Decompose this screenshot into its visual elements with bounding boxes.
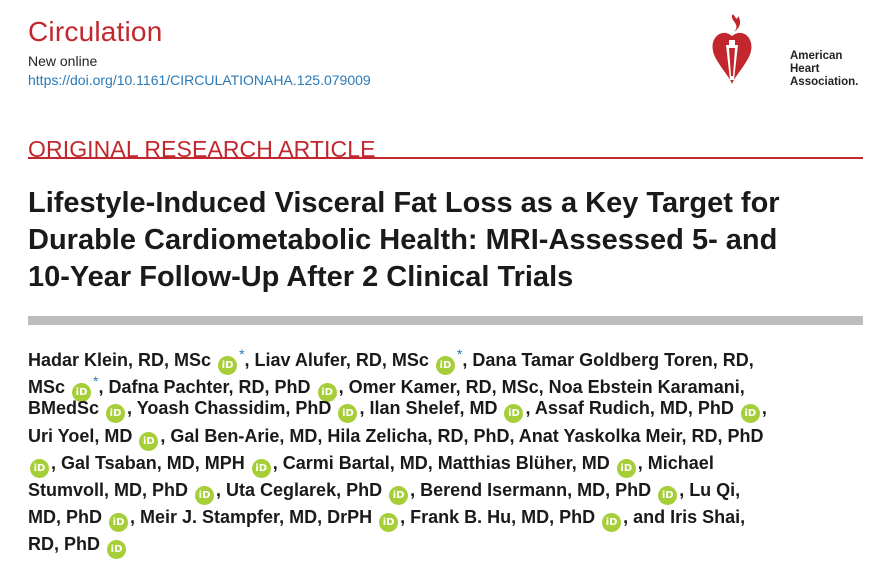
author-name[interactable]: , Michael [637, 452, 714, 473]
author-name[interactable]: , Assaf Rudich, MD, PhD [525, 398, 734, 419]
title-line: Durable Cardiometabolic Health: MRI-Asse… [28, 224, 778, 256]
author-line: Hadar Klein, RD, MSc iD*, Liav Alufer, R… [28, 341, 863, 375]
orcid-icon[interactable]: iD [317, 383, 337, 403]
orcid-icon[interactable]: iD [602, 513, 622, 533]
orcid-icon[interactable]: iD [109, 513, 129, 533]
orcid-icon[interactable]: iD [658, 485, 678, 505]
aha-heart-torch-logo-icon[interactable] [712, 12, 752, 102]
author-name[interactable]: , Dana Tamar Goldberg Toren, RD, [462, 350, 754, 370]
author-name[interactable]: , Berend Isermann, MD, PhD [410, 479, 652, 500]
author-name[interactable]: , Uta Ceglarek, PhD [216, 479, 383, 500]
orcid-icon[interactable]: iD [72, 383, 92, 403]
aha-logo-line: American [790, 50, 843, 62]
author-line: Uri Yoel, MD iD, Gal Ben-Arie, MD, Hila … [28, 423, 863, 451]
author-name[interactable]: , Yoash Chassidim, PhD [127, 398, 332, 419]
title-line: Lifestyle-Induced Visceral Fat Loss as a… [28, 187, 780, 219]
equal-contribution-star[interactable]: * [93, 373, 99, 390]
author-name[interactable]: , Frank B. Hu, MD, PhD [400, 507, 596, 528]
author-name[interactable]: Hadar Klein, RD, MSc [28, 350, 212, 370]
author-line: Stumvoll, MD, PhD iD, Uta Ceglarek, PhD … [28, 477, 863, 505]
author-line: RD, PhD iD [28, 531, 863, 560]
orcid-icon[interactable]: iD [251, 458, 271, 478]
author-name[interactable]: Uri Yoel, MD [28, 425, 133, 446]
orcid-icon[interactable]: iD [389, 485, 409, 505]
orcid-icon[interactable]: iD [107, 540, 127, 560]
publication-status: New online [28, 53, 98, 69]
orcid-icon[interactable]: iD [616, 458, 636, 478]
author-list: Hadar Klein, RD, MSc iD*, Liav Alufer, R… [28, 341, 863, 560]
article-title: Lifestyle-Induced Visceral Fat Loss as a… [28, 185, 858, 296]
orcid-icon[interactable]: iD [195, 485, 215, 505]
author-line: iD, Gal Tsaban, MD, MPH iD, Carmi Bartal… [28, 450, 863, 478]
equal-contribution-star[interactable]: * [456, 346, 463, 362]
author-name[interactable]: , Lu Qi, [679, 479, 741, 500]
title-divider [28, 316, 863, 325]
author-name[interactable]: Stumvoll, MD, PhD [28, 479, 189, 500]
author-name[interactable]: BMedSc [28, 398, 100, 419]
author-separator: , [761, 398, 767, 419]
aha-logo-line: Heart [790, 63, 820, 75]
author-name[interactable]: , Meir J. Stampfer, MD, DrPH [130, 507, 373, 528]
orcid-icon[interactable]: iD [379, 513, 399, 533]
orcid-icon[interactable]: iD [435, 356, 455, 375]
aha-logo-text: American Heart Association. [790, 50, 858, 89]
doi-link[interactable]: https://doi.org/10.1161/CIRCULATIONAHA.1… [28, 72, 371, 88]
author-name[interactable]: , Ilan Shelef, MD [359, 398, 498, 419]
equal-contribution-star[interactable]: * [239, 346, 245, 362]
journal-name[interactable]: Circulation [28, 16, 163, 47]
title-line: 10-Year Follow-Up After 2 Clinical Trial… [28, 261, 574, 293]
orcid-icon[interactable]: iD [139, 431, 159, 451]
author-name[interactable]: , Gal Ben-Arie, MD, Hila Zelicha, RD, Ph… [160, 425, 764, 446]
author-name[interactable]: , and Iris Shai, [623, 507, 746, 528]
author-line: MSc iD*, Dafna Pachter, RD, PhD iD, Omer… [28, 368, 863, 403]
author-name[interactable]: , Carmi Bartal, MD, Matthias Blüher, MD [272, 452, 610, 473]
orcid-icon[interactable]: iD [338, 404, 358, 424]
author-name[interactable]: , Dafna Pachter, RD, PhD [98, 377, 311, 398]
author-name[interactable]: MD, PhD [28, 507, 102, 528]
orcid-icon[interactable]: iD [106, 404, 126, 424]
author-name[interactable]: RD, PhD [28, 534, 100, 555]
author-name[interactable]: , Gal Tsaban, MD, MPH [51, 452, 245, 473]
orcid-icon[interactable]: iD [740, 404, 760, 424]
orcid-icon[interactable]: iD [30, 458, 49, 478]
author-line: BMedSc iD, Yoash Chassidim, PhD iD, Ilan… [28, 395, 863, 424]
author-name[interactable]: , Omer Kamer, RD, MSc, Noa Ebstein Karam… [338, 377, 745, 398]
section-divider [28, 157, 863, 159]
orcid-icon[interactable]: iD [504, 404, 524, 424]
orcid-icon[interactable]: iD [218, 356, 238, 375]
author-line: MD, PhD iD, Meir J. Stampfer, MD, DrPH i… [28, 504, 863, 533]
author-name[interactable]: , Liav Alufer, RD, MSc [244, 350, 429, 370]
author-name[interactable]: MSc [28, 377, 66, 398]
aha-logo-line: Association. [790, 76, 859, 88]
